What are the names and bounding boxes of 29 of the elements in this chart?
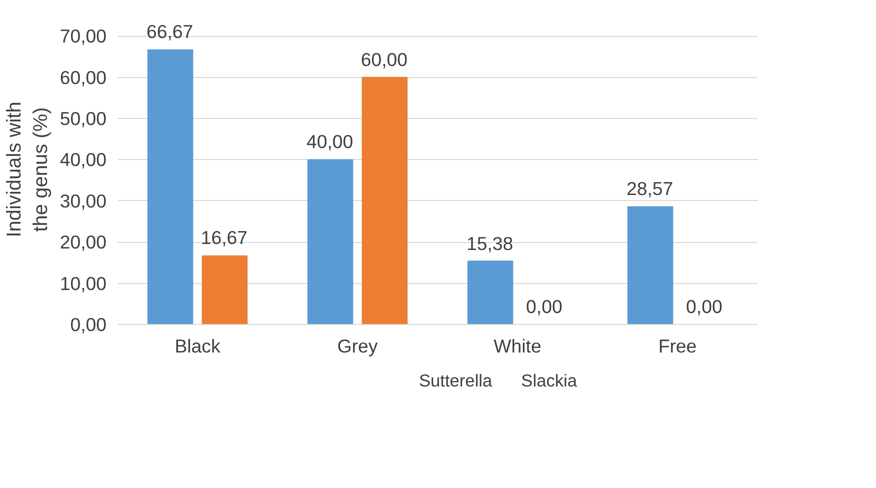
data-label: 40,00 (306, 131, 354, 154)
text: Sutterella (418, 370, 492, 392)
bar (147, 49, 194, 324)
bar (202, 255, 248, 324)
bar (627, 206, 674, 324)
data-label: 16,67 (200, 227, 248, 250)
data-label: 66,67 (146, 21, 194, 44)
y-tick-label: 50,00 (60, 108, 106, 130)
x-tick-label: White (494, 336, 542, 356)
x-tick-label: Black (174, 336, 221, 356)
data-label: 0,00 (526, 296, 562, 318)
data-label: 15,38 (466, 232, 514, 255)
bar (362, 76, 408, 324)
y-axis-title: Individuals with the genus (%) (3, 102, 52, 238)
y-tick-label: 20,00 (60, 232, 106, 253)
data-label: 60,00 (360, 48, 408, 71)
x-tick-label: Grey (337, 336, 378, 356)
y-tick-label: 40,00 (60, 149, 106, 170)
y-tick-label: 30,00 (60, 190, 106, 212)
data-label: 28,57 (626, 178, 674, 200)
data-label: 0,00 (686, 296, 722, 318)
bar (467, 260, 514, 324)
x-tick-label: Free (658, 336, 697, 356)
y-tick-label: 0,00 (70, 314, 106, 335)
bar (307, 159, 354, 324)
y-tick-label: 10,00 (60, 272, 106, 294)
y-tick-label: 60,00 (60, 66, 106, 88)
y-tick-label: 70,00 (60, 26, 106, 47)
text: Slackia (521, 370, 578, 392)
